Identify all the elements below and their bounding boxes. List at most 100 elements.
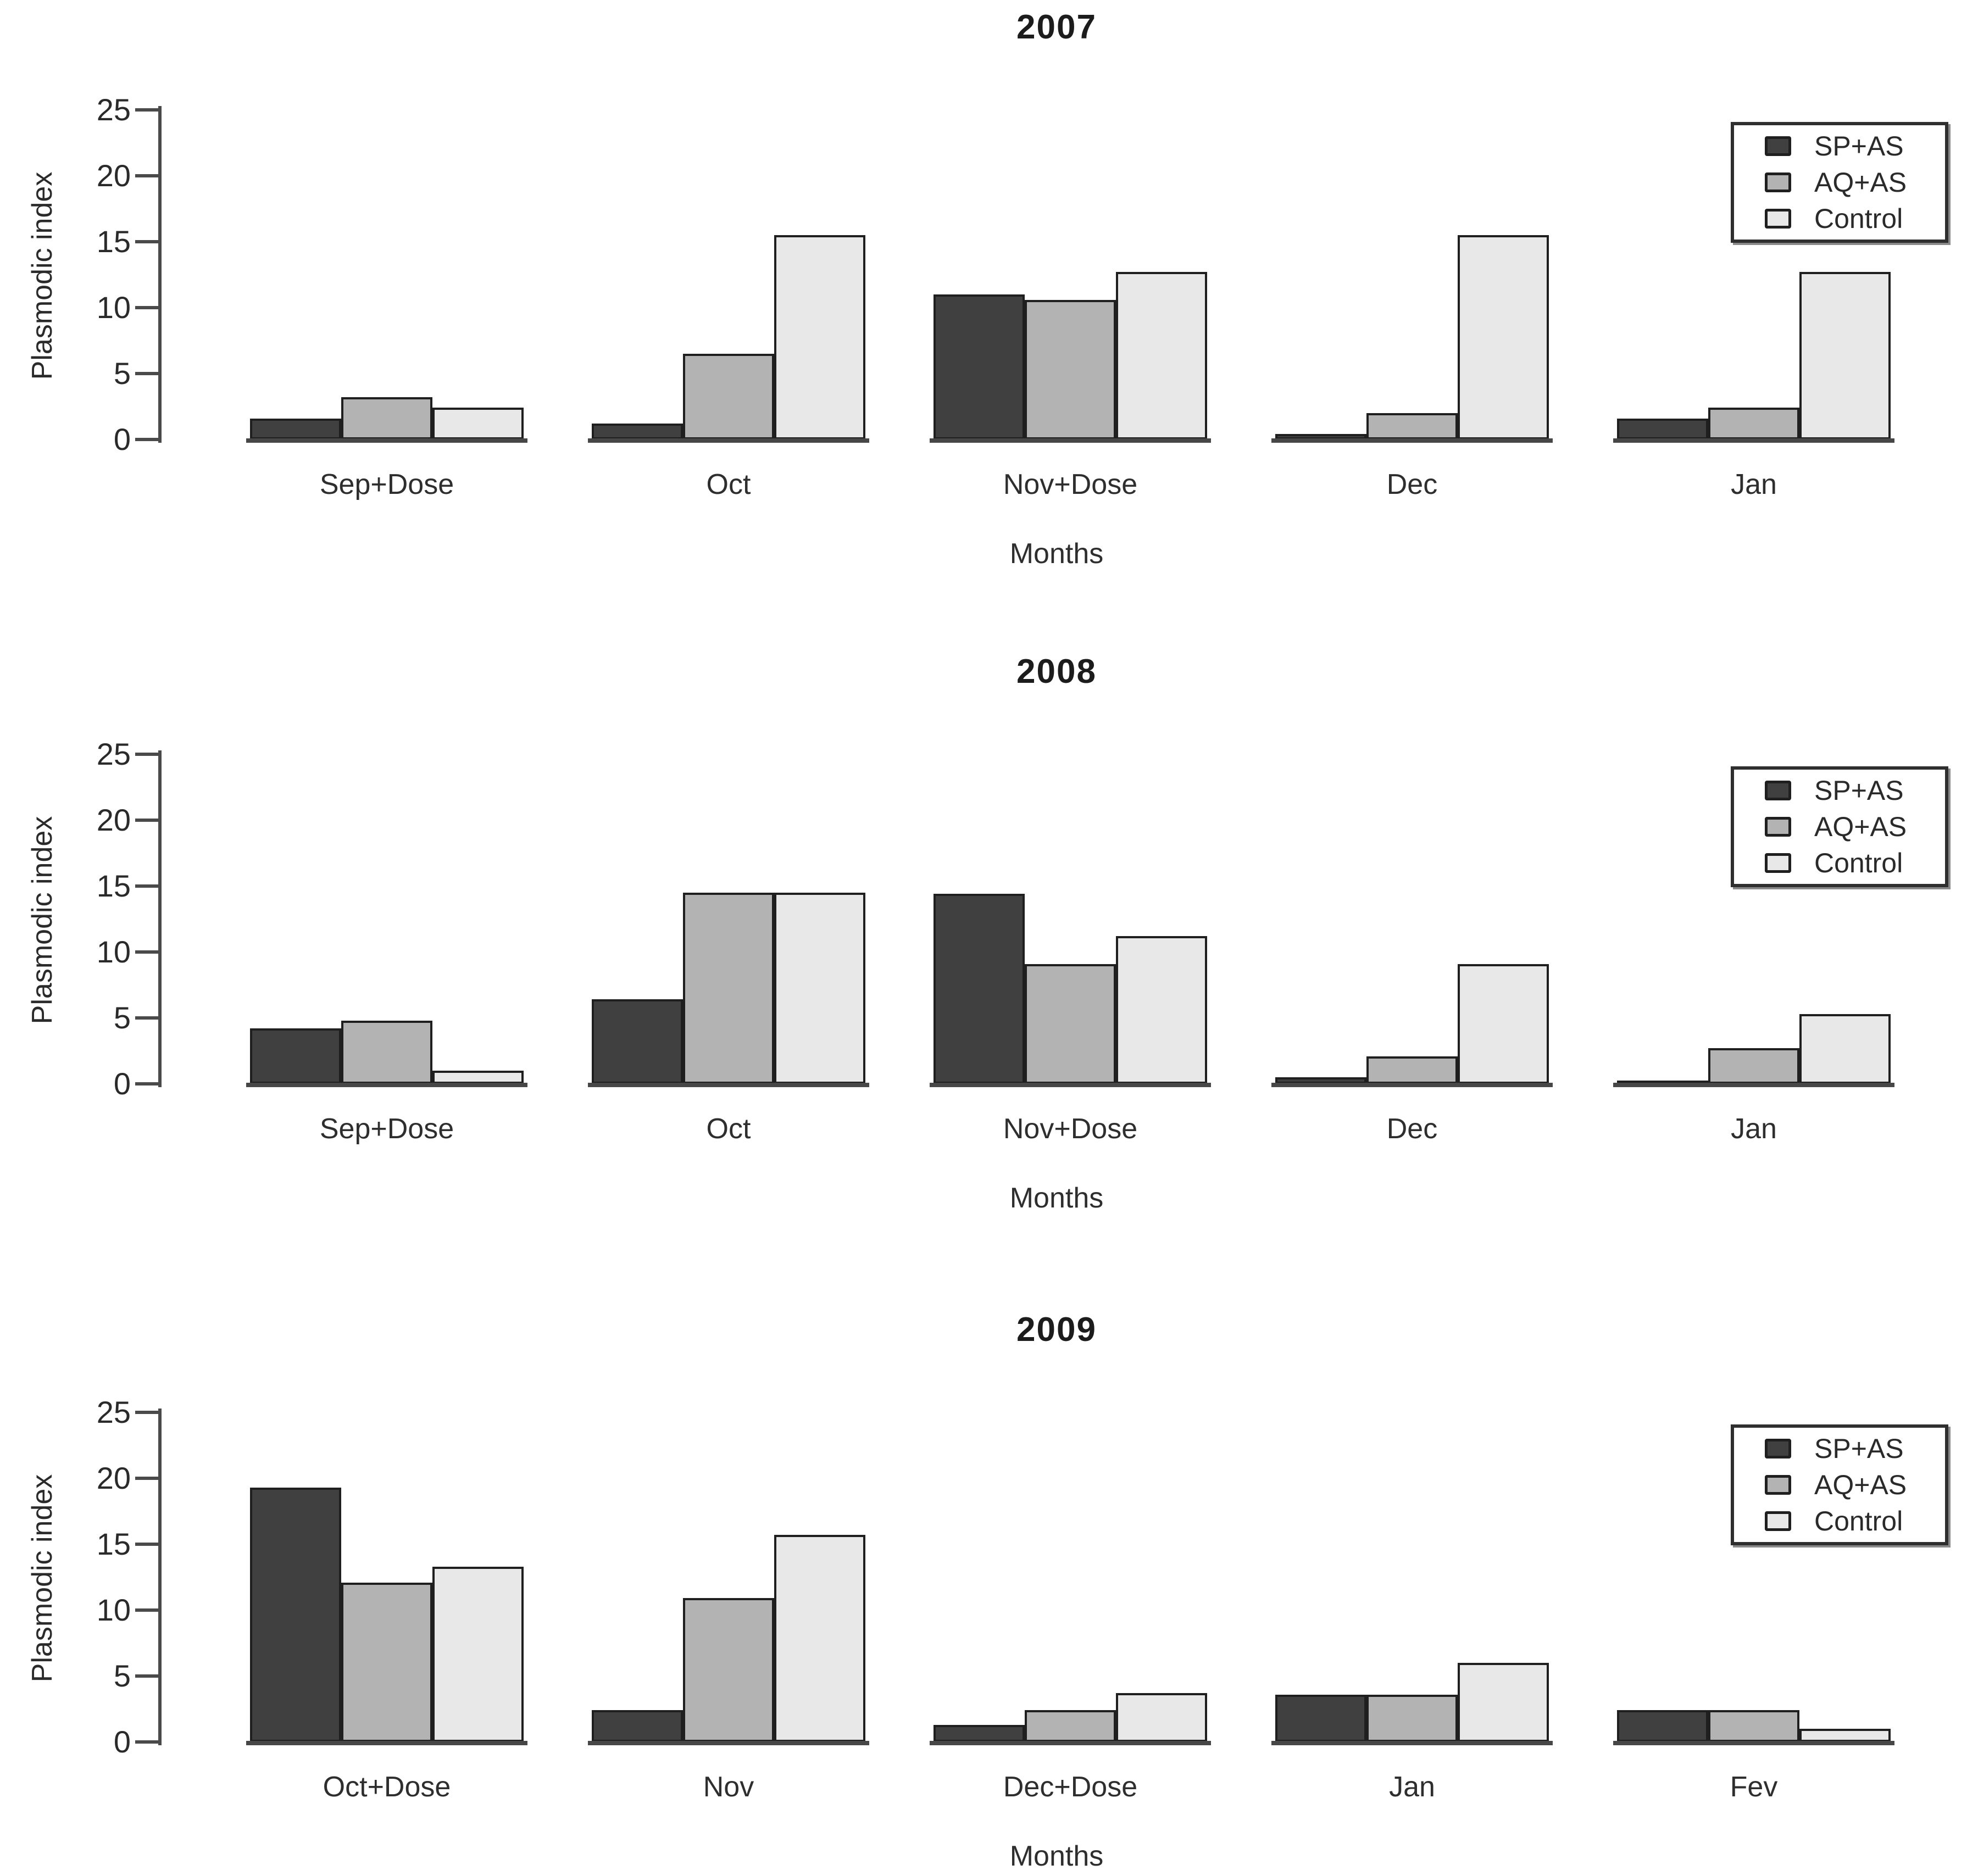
legend-row: AQ+AS: [1765, 811, 1945, 842]
chart-title: 2008: [1016, 653, 1097, 691]
group-baseline: [246, 438, 527, 443]
bar: [1458, 1663, 1549, 1742]
group-baseline: [1613, 1083, 1894, 1087]
y-tick-label: 25: [96, 737, 131, 771]
bar: [341, 1583, 432, 1742]
bar: [774, 893, 865, 1084]
y-tick-mark: [135, 1082, 158, 1085]
legend-row: AQ+AS: [1765, 1469, 1945, 1500]
legend-swatch-icon: [1765, 817, 1791, 837]
bar: [250, 1028, 341, 1084]
bar: [1458, 964, 1549, 1084]
legend: SP+AS AQ+AS Control: [1731, 1424, 1948, 1545]
y-tick-mark: [135, 884, 158, 888]
bar: [432, 1567, 524, 1742]
legend-label: AQ+AS: [1814, 1469, 1907, 1500]
bar: [774, 1535, 865, 1742]
group-baseline: [930, 438, 1211, 443]
y-tick-mark: [135, 819, 158, 822]
group-baseline: [1613, 1741, 1894, 1745]
chart-panel: 2009 Plasmodic index 0 5 10 15 20 25 Oct+Dose…: [0, 1250, 1967, 1876]
y-tick-mark: [135, 372, 158, 375]
y-tick-label: 15: [96, 1527, 131, 1561]
y-tick-mark: [135, 438, 158, 441]
group-baseline: [1271, 1083, 1553, 1087]
bar: [341, 397, 432, 439]
bar: [250, 1488, 341, 1742]
x-tick-label: Jan: [1731, 469, 1777, 500]
bar: [1708, 408, 1799, 439]
y-tick-label: 15: [96, 869, 131, 903]
x-tick-label: Nov+Dose: [1003, 469, 1138, 500]
legend-swatch-icon: [1765, 781, 1791, 800]
bar: [1275, 1695, 1366, 1742]
bar: [1458, 235, 1549, 439]
y-axis-label: Plasmodic index: [26, 171, 58, 380]
bar: [1799, 1729, 1891, 1742]
x-tick-label: Dec: [1386, 469, 1438, 500]
y-tick-mark: [135, 1477, 158, 1480]
group-baseline: [930, 1083, 1211, 1087]
bar: [592, 999, 683, 1084]
bar: [1366, 1056, 1458, 1084]
bar: [592, 1710, 683, 1742]
legend-swatch-icon: [1765, 136, 1791, 156]
y-tick-mark: [135, 174, 158, 177]
x-tick-label: Fev: [1730, 1771, 1778, 1803]
legend-row: SP+AS: [1765, 1433, 1945, 1464]
legend-row: AQ+AS: [1765, 167, 1945, 198]
x-tick-label: Nov: [703, 1771, 754, 1803]
y-tick-mark: [135, 1740, 158, 1744]
legend-label: SP+AS: [1814, 775, 1904, 806]
chart-title: 2007: [1016, 8, 1097, 46]
group-baseline: [1271, 438, 1553, 443]
x-tick-label: Sep+Dose: [319, 1113, 454, 1145]
x-tick-label: Dec+Dose: [1003, 1771, 1138, 1803]
legend-row: Control: [1765, 203, 1945, 234]
legend: SP+AS AQ+AS Control: [1731, 122, 1948, 243]
y-tick-label: 5: [113, 356, 131, 391]
chart-title: 2009: [1016, 1311, 1097, 1349]
y-axis: [158, 750, 162, 1087]
bar: [1116, 936, 1207, 1084]
legend-row: Control: [1765, 848, 1945, 878]
bar: [1708, 1710, 1799, 1742]
y-axis: [158, 106, 162, 443]
group-baseline: [588, 1741, 869, 1745]
x-tick-label: Oct: [706, 1113, 751, 1145]
bar: [592, 424, 683, 439]
group-baseline: [1271, 1741, 1553, 1745]
x-axis-label: Months: [1009, 1182, 1104, 1214]
group-baseline: [246, 1741, 527, 1745]
chart-panel: 2008 Plasmodic index 0 5 10 15 20 25 Sep+Dose…: [0, 625, 1967, 1250]
legend-swatch-icon: [1765, 1511, 1791, 1531]
legend-swatch-icon: [1765, 1439, 1791, 1459]
y-tick-label: 0: [113, 422, 131, 457]
y-tick-mark: [135, 1543, 158, 1546]
chart-panel: 2007 Plasmodic index 0 5 10 15 20 25 Sep+Dose…: [0, 0, 1967, 625]
y-axis-label: Plasmodic index: [26, 816, 58, 1025]
y-axis-label: Plasmodic index: [26, 1474, 58, 1683]
y-tick-label: 20: [96, 1461, 131, 1495]
y-tick-label: 10: [96, 290, 131, 325]
y-tick-mark: [135, 108, 158, 112]
chart-content: 2009 Plasmodic index 0 5 10 15 20 25 Oct+Dose…: [0, 1302, 1967, 1876]
group-baseline: [588, 1083, 869, 1087]
y-tick-mark: [135, 240, 158, 243]
legend-label: SP+AS: [1814, 131, 1904, 162]
legend-swatch-icon: [1765, 209, 1791, 229]
legend-swatch-icon: [1765, 1475, 1791, 1495]
bar: [1799, 1014, 1891, 1084]
bar: [774, 235, 865, 439]
bar: [1708, 1048, 1799, 1084]
y-tick-mark: [135, 950, 158, 954]
y-tick-label: 10: [96, 934, 131, 969]
legend-label: Control: [1814, 203, 1903, 234]
y-tick-label: 10: [96, 1593, 131, 1627]
bar: [1116, 272, 1207, 439]
bar: [1617, 1710, 1708, 1742]
bar: [1025, 300, 1116, 439]
y-tick-label: 15: [96, 224, 131, 259]
bar: [432, 1071, 524, 1084]
y-axis: [158, 1409, 162, 1745]
